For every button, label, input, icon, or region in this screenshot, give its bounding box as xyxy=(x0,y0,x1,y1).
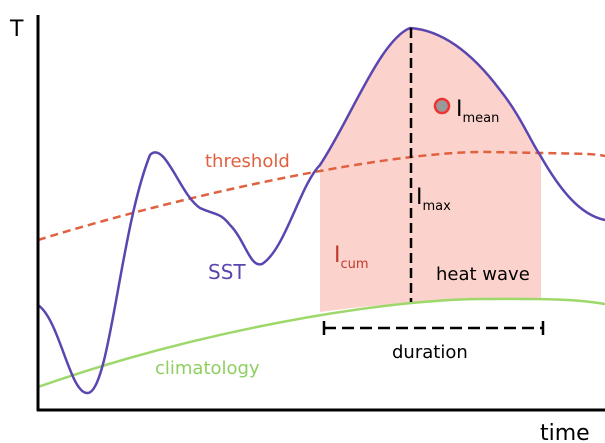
duration-label: duration xyxy=(392,342,468,363)
imean-label: Imean xyxy=(456,97,499,126)
climatology-label: climatology xyxy=(155,358,260,379)
icum-sub: cum xyxy=(341,257,369,272)
icum-label: Icum xyxy=(334,243,369,272)
climatology-curve xyxy=(37,297,605,389)
imean-marker xyxy=(433,97,451,115)
heat-wave-label: heat wave xyxy=(436,264,530,285)
imax-main: I xyxy=(416,185,423,210)
threshold-curve xyxy=(37,150,605,242)
icum-main: I xyxy=(334,243,341,268)
imean-sub: mean xyxy=(463,111,500,126)
imax-sub: max xyxy=(423,199,452,214)
threshold-label: threshold xyxy=(205,151,290,172)
imax-label: Imax xyxy=(416,185,451,214)
y-axis-label: T xyxy=(9,17,24,42)
sst-label: SST xyxy=(208,260,246,284)
x-axis-label: time xyxy=(540,421,590,443)
sst-curve xyxy=(37,26,605,395)
imean-main: I xyxy=(456,97,463,122)
heat-wave-area xyxy=(320,28,541,312)
